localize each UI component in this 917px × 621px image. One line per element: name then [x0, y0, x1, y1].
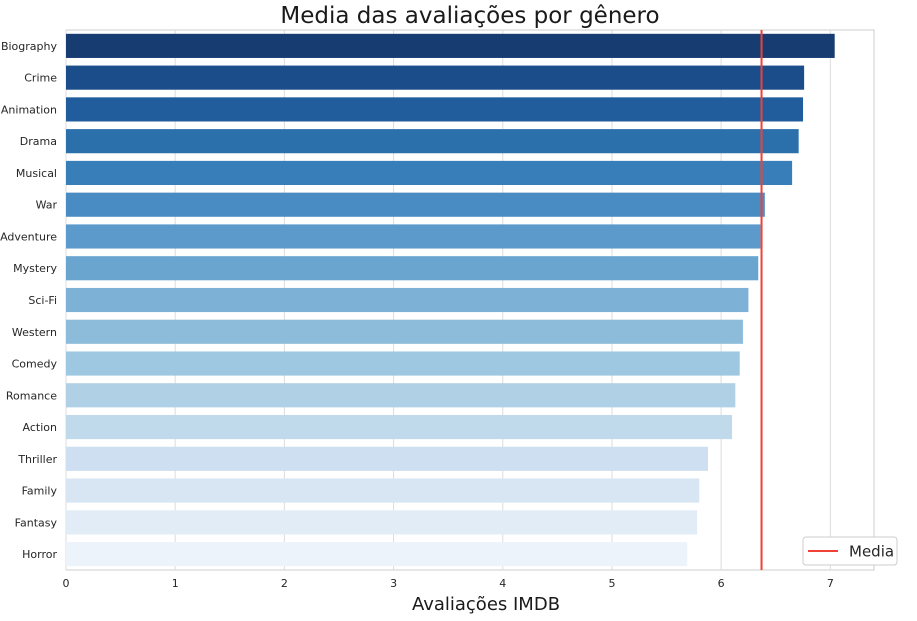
x-tick-label: 3 [390, 577, 397, 590]
bar-adventure[interactable] [66, 224, 761, 249]
x-tick-label: 4 [499, 577, 506, 590]
y-tick-label: Fantasy [15, 516, 58, 529]
bar-romance[interactable] [66, 383, 736, 408]
bar-comedy[interactable] [66, 351, 740, 376]
y-tick-label: War [36, 199, 58, 212]
x-tick-label: 5 [608, 577, 615, 590]
bar-animation[interactable] [66, 97, 804, 122]
y-tick-label: Family [22, 485, 58, 498]
bar-biography[interactable] [66, 33, 835, 58]
x-tick-label: 1 [172, 577, 179, 590]
y-tick-label: Mystery [13, 262, 57, 275]
y-tick-label: Sci-Fi [28, 294, 57, 307]
y-tick-label: Thriller [17, 453, 57, 466]
y-tick-label: Adventure [0, 230, 57, 243]
y-tick-label: Drama [20, 135, 57, 148]
y-tick-label: Biography [1, 40, 58, 53]
bars [66, 33, 835, 567]
bar-war[interactable] [66, 192, 765, 217]
legend[interactable]: Media [802, 536, 898, 566]
y-tick-label: Musical [16, 167, 57, 180]
bar-horror[interactable] [66, 542, 688, 567]
y-tick-label: Western [12, 326, 57, 339]
bar-western[interactable] [66, 319, 743, 344]
bar-crime[interactable] [66, 65, 805, 90]
x-axis-title: Avaliações IMDB [412, 594, 560, 615]
y-tick-label: Animation [1, 103, 57, 116]
y-tick-label: Action [23, 421, 57, 434]
x-tick-label: 0 [63, 577, 70, 590]
bar-thriller[interactable] [66, 446, 709, 471]
legend-label-media: Media [849, 543, 894, 561]
x-tick-label: 2 [281, 577, 288, 590]
bar-mystery[interactable] [66, 256, 759, 281]
x-tick-labels: 0 1 2 3 4 5 6 7 [63, 577, 834, 590]
bar-action[interactable] [66, 414, 733, 440]
y-tick-label: Romance [6, 389, 57, 402]
y-tick-labels: Biography Crime Animation Drama Musical War Ad… [0, 40, 57, 561]
y-tick-label: Comedy [12, 358, 58, 371]
x-tick-label: 7 [827, 577, 834, 590]
y-tick-label: Crime [24, 72, 57, 85]
bar-sci-fi[interactable] [66, 287, 749, 313]
x-tick-label: 6 [718, 577, 725, 590]
y-tick-label: Horror [22, 548, 57, 561]
bar-drama[interactable] [66, 129, 799, 154]
legend-box [802, 536, 898, 566]
chart-title: Media das avaliações por gênero [280, 3, 660, 29]
bar-musical[interactable] [66, 160, 793, 186]
bar-family[interactable] [66, 478, 700, 503]
bar-fantasy[interactable] [66, 510, 698, 535]
